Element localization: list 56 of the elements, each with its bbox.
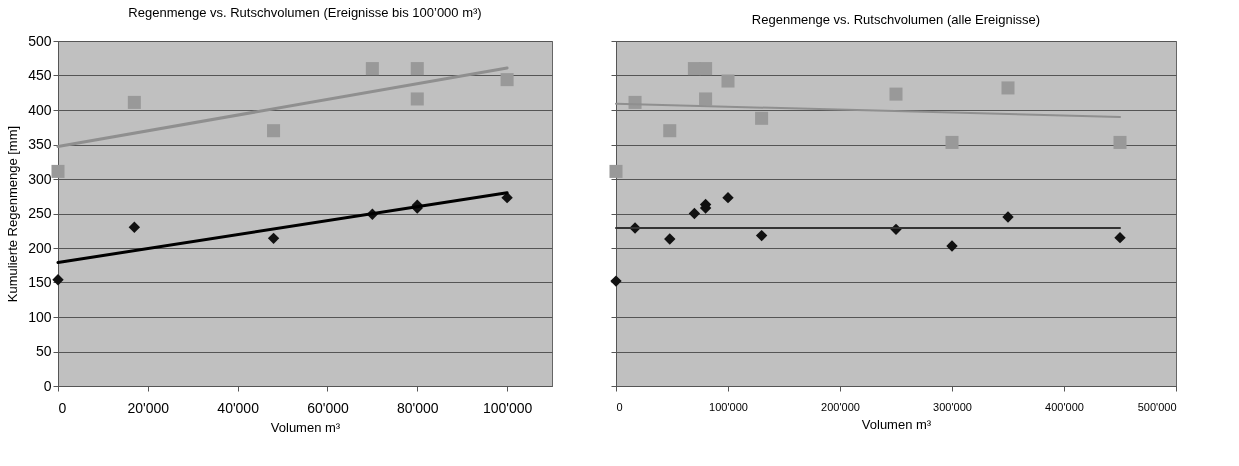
point (1002, 211, 1014, 223)
y-tick-label: 400 (28, 101, 52, 118)
point (365, 62, 379, 76)
point (52, 274, 64, 286)
point (1001, 81, 1015, 95)
x-tick-label: 60'000 (307, 399, 349, 416)
point (721, 74, 735, 88)
y-tick-label: 150 (28, 274, 52, 290)
point (688, 207, 701, 220)
x-tick-label: 400'000 (1045, 400, 1084, 413)
point (267, 232, 280, 245)
x-tick-label: 100'000 (482, 399, 533, 416)
x-tick-label: 100'000 (709, 400, 748, 413)
point (609, 164, 623, 178)
y-tick-label: 300 (28, 170, 52, 187)
y-tick-label: 100 (28, 308, 52, 325)
point (267, 124, 281, 138)
x-axis-title: Volumen m³ (270, 419, 341, 435)
chart-title: Regenmenge vs. Rutschvolumen (Ereignisse bis 100’000 m³) (128, 5, 482, 20)
y-tick-label: 350 (28, 136, 52, 152)
x-tick-label: 0 (58, 399, 67, 416)
x-tick-label: 20'000 (127, 399, 170, 416)
point (51, 164, 65, 178)
y-axis-title: Kumulierte Regenmenge [mm] (5, 125, 21, 303)
x-tick-label: 300'000 (933, 400, 972, 413)
point (1114, 231, 1126, 244)
point (889, 87, 903, 101)
y-tick-label: 450 (28, 67, 52, 83)
point (500, 73, 514, 87)
y-tick-label: 200 (28, 239, 52, 256)
point (722, 191, 734, 204)
point (664, 233, 676, 245)
point (699, 92, 713, 106)
y-tick-label: 500 (28, 32, 52, 49)
point (945, 135, 959, 149)
point (610, 275, 622, 287)
x-tick-label: 40'000 (217, 399, 260, 416)
point (663, 124, 677, 138)
point (128, 221, 141, 233)
point (410, 62, 424, 76)
x-tick-label: 500'000 (1137, 400, 1177, 413)
point (755, 111, 769, 125)
x-tick-label: 0 (616, 400, 623, 413)
x-tick-label: 80'000 (396, 399, 439, 416)
point (410, 92, 424, 106)
y-tick-label: 0 (43, 377, 52, 394)
point (699, 62, 713, 76)
point (755, 229, 768, 242)
x-tick-label: 200'000 (821, 400, 860, 413)
y-tick-label: 250 (28, 205, 52, 221)
y-tick-label: 50 (35, 343, 52, 359)
chart-title: Regenmenge vs. Rutschvolumen (alle Ereignisse) (751, 11, 1041, 27)
point (946, 240, 958, 252)
point (1113, 135, 1127, 149)
point (127, 95, 141, 109)
x-axis-title: Volumen m³ (861, 416, 932, 432)
